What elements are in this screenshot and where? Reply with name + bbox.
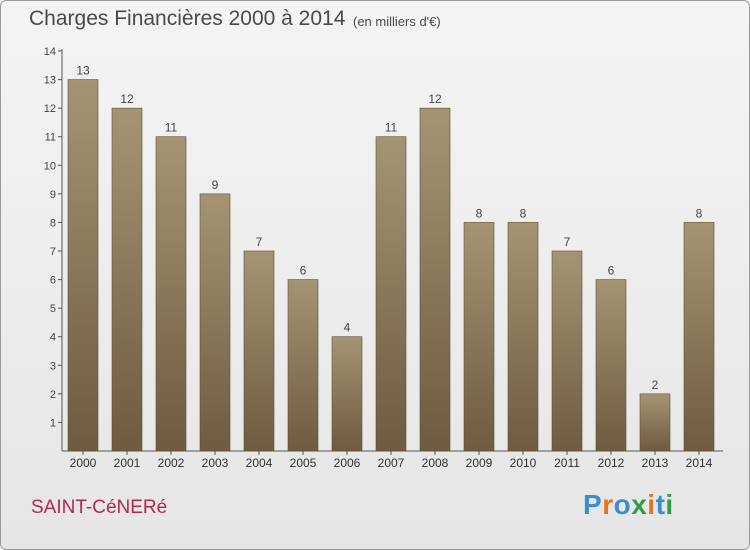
bar xyxy=(155,136,187,452)
x-tick-label: 2004 xyxy=(246,456,273,470)
bar xyxy=(375,136,407,452)
y-tick-label: 7 xyxy=(50,246,56,258)
logo-letter: t xyxy=(655,489,666,520)
y-tick-label: 2 xyxy=(50,389,56,401)
logo-letter: P xyxy=(583,489,603,520)
bar xyxy=(331,336,363,452)
y-tick-label: 13 xyxy=(44,75,56,87)
y-tick-label: 9 xyxy=(50,189,56,201)
bar xyxy=(595,279,627,452)
y-tick-label: 10 xyxy=(44,160,56,172)
bar xyxy=(243,250,275,452)
y-tick-label: 14 xyxy=(44,46,56,58)
x-tick-label: 2002 xyxy=(158,456,185,470)
bar xyxy=(287,279,319,452)
y-tick-label: 3 xyxy=(50,360,56,372)
logo-letter: x xyxy=(631,489,648,520)
y-tick-label: 1 xyxy=(50,417,56,429)
chart-subtitle: (en milliers d'€) xyxy=(353,14,441,29)
x-tick-label: 2013 xyxy=(642,456,669,470)
bar-value-label: 12 xyxy=(428,92,442,106)
bar xyxy=(639,393,671,452)
x-tick-label: 2005 xyxy=(290,456,317,470)
y-tick-label: 4 xyxy=(50,332,56,344)
bar-value-label: 9 xyxy=(212,178,219,192)
bar-value-label: 4 xyxy=(344,321,351,335)
x-tick-label: 2008 xyxy=(422,456,449,470)
bar-value-label: 8 xyxy=(520,206,527,220)
x-tick-label: 2007 xyxy=(378,456,405,470)
bar-value-label: 11 xyxy=(165,121,178,135)
logo-letter: i xyxy=(665,489,674,520)
x-tick-label: 2003 xyxy=(202,456,229,470)
bar-value-label: 11 xyxy=(385,121,398,135)
bar-value-label: 7 xyxy=(256,235,263,249)
bar xyxy=(419,107,451,452)
bar xyxy=(551,250,583,452)
bar-value-label: 13 xyxy=(76,64,90,78)
bar xyxy=(67,79,99,452)
y-tick-label: 6 xyxy=(50,275,56,287)
bar-value-label: 6 xyxy=(300,264,307,278)
x-tick-label: 2012 xyxy=(598,456,625,470)
bar-value-label: 6 xyxy=(608,264,615,278)
y-tick-label: 5 xyxy=(50,303,56,315)
logo-letter: o xyxy=(613,489,632,520)
proxiti-logo: Proxiti xyxy=(583,489,674,521)
y-tick-label: 8 xyxy=(50,217,56,229)
bar xyxy=(507,222,539,452)
bar xyxy=(111,107,143,452)
city-name: SAINT-CéNERé xyxy=(31,497,168,518)
y-tick-label: 11 xyxy=(45,132,56,144)
bar-value-label: 2 xyxy=(652,378,659,392)
bar xyxy=(463,222,495,452)
bar xyxy=(199,193,231,452)
bar-value-label: 8 xyxy=(476,206,483,220)
x-tick-label: 2001 xyxy=(114,456,141,470)
x-tick-label: 2014 xyxy=(686,456,713,470)
chart-bars: 13 12 11 9 7 6 4 11 12 8 8 7 6 2 8 xyxy=(67,64,715,452)
bar xyxy=(683,222,715,452)
bar-value-label: 8 xyxy=(696,206,703,220)
x-tick-label: 2011 xyxy=(554,456,580,470)
chart-title: Charges Financières 2000 à 2014 xyxy=(29,7,346,30)
logo-letter: r xyxy=(602,489,614,520)
x-tick-label: 2009 xyxy=(466,456,493,470)
bar-value-label: 7 xyxy=(564,235,571,249)
logo-letter: i xyxy=(647,489,656,520)
x-tick-label: 2010 xyxy=(510,456,537,470)
x-tick-label: 2006 xyxy=(334,456,361,470)
y-tick-label: 12 xyxy=(44,103,56,115)
x-tick-label: 2000 xyxy=(70,456,97,470)
bar-value-label: 12 xyxy=(120,92,134,106)
